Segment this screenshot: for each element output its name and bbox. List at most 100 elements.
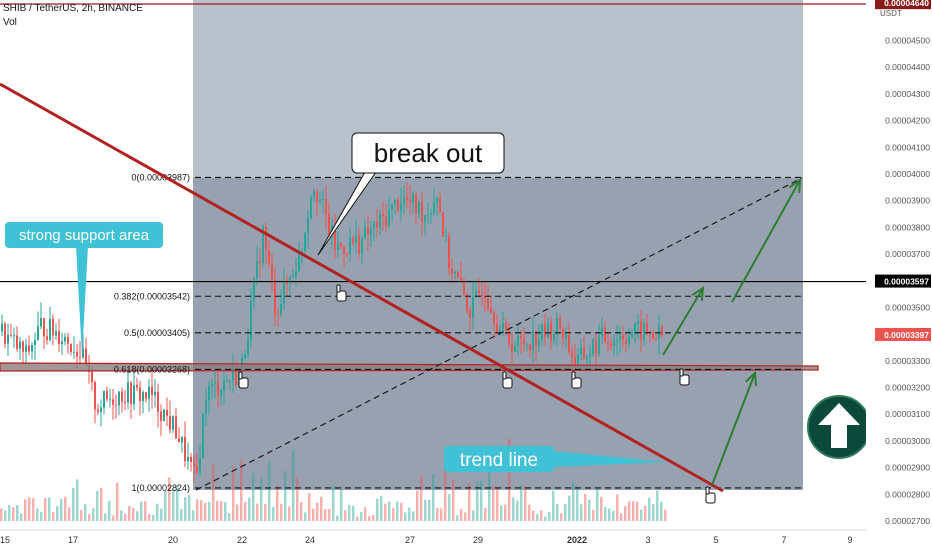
time-axis: 15 17 20 22 24 27 29 2022 3 5 7 9 — [0, 529, 866, 545]
volume-bar — [192, 510, 195, 521]
candle — [133, 371, 135, 411]
volume-bar — [240, 460, 243, 521]
candle — [556, 311, 558, 347]
trend-line — [0, 82, 724, 493]
candle — [562, 326, 564, 347]
price-tick-label: 0.00004100 — [885, 142, 930, 152]
volume-bar — [188, 495, 191, 521]
volume-bar — [136, 511, 139, 521]
volume-bar — [608, 508, 611, 521]
candle — [559, 314, 561, 335]
candle — [409, 185, 411, 215]
candle — [538, 324, 540, 353]
candle — [382, 201, 384, 232]
svg-text:0.00004640: 0.00004640 — [884, 0, 929, 8]
volume-bar — [604, 506, 607, 521]
volume-bar — [260, 477, 263, 521]
candle — [136, 377, 138, 392]
volume-bar — [380, 495, 383, 521]
projection-arrow — [711, 370, 758, 486]
candle — [154, 378, 156, 408]
candle — [313, 188, 315, 202]
candle — [397, 196, 399, 213]
volume-bar — [24, 499, 27, 521]
candle — [64, 333, 66, 346]
candle — [160, 404, 162, 436]
candle — [226, 375, 228, 383]
candle — [130, 380, 132, 419]
volume-bar — [440, 508, 443, 521]
candle — [424, 214, 426, 236]
volume-bar — [72, 487, 75, 521]
volume-bar — [296, 477, 299, 521]
hand-marker-icon — [705, 486, 716, 504]
candle — [79, 341, 81, 365]
candle — [94, 380, 96, 424]
volume-bar — [292, 450, 295, 521]
volume-bar — [228, 513, 231, 521]
volume-bar — [384, 503, 387, 521]
candle — [496, 314, 498, 336]
candle — [166, 397, 168, 427]
volume-bar — [524, 486, 527, 521]
candle — [532, 317, 534, 364]
fib-level-label: 0.382(0.00003542) — [114, 291, 190, 301]
volume-bar — [276, 486, 279, 521]
candle — [508, 322, 510, 349]
candle — [487, 284, 489, 312]
volume-bar — [80, 509, 83, 521]
volume-bar — [456, 515, 459, 521]
volume-bar — [652, 504, 655, 521]
candle — [229, 380, 231, 391]
price-tick-label: 0.00003700 — [885, 249, 930, 259]
volume-bar — [640, 509, 643, 521]
volume-bar — [528, 504, 531, 521]
candle — [394, 198, 396, 214]
candle — [460, 261, 462, 283]
volume-bar — [172, 488, 175, 521]
volume-label: Vol — [3, 17, 17, 28]
volume-bar — [664, 509, 667, 521]
break-out-callout: break out — [317, 132, 505, 256]
candle — [280, 289, 282, 318]
volume-bar — [308, 493, 311, 521]
volume-bar — [248, 497, 251, 521]
candle — [517, 324, 519, 356]
volume-bar — [52, 512, 55, 521]
candle — [298, 241, 300, 273]
volume-bar — [536, 514, 539, 521]
price-tick-label: 0.00004000 — [885, 169, 930, 179]
candle — [367, 214, 369, 251]
volume-bar — [584, 493, 587, 521]
time-tick-label: 17 — [68, 535, 78, 545]
candle — [469, 306, 471, 333]
candle — [19, 336, 21, 361]
time-tick-label: 29 — [473, 535, 483, 545]
candle — [481, 281, 483, 307]
candle — [157, 383, 159, 428]
candle — [478, 277, 480, 297]
candle — [115, 394, 117, 419]
volume-bar — [376, 498, 379, 521]
candle — [655, 334, 657, 342]
volume-bar — [468, 483, 471, 521]
candle — [22, 339, 24, 365]
candle — [175, 408, 177, 439]
price-tick-label: 0.00003300 — [885, 356, 930, 366]
candle — [529, 343, 531, 358]
fib-level-label: 0.618(0.00003268) — [114, 364, 190, 374]
candle — [427, 202, 429, 225]
candle — [193, 455, 195, 482]
candle — [547, 317, 549, 339]
candle — [148, 378, 150, 412]
volume-bar — [152, 515, 155, 521]
volume-bar — [540, 510, 543, 521]
candle — [523, 327, 525, 352]
candle — [109, 388, 111, 408]
volume-bar — [444, 463, 447, 521]
candle — [526, 342, 528, 352]
volume-bar — [516, 500, 519, 521]
volume-bar — [356, 516, 359, 521]
